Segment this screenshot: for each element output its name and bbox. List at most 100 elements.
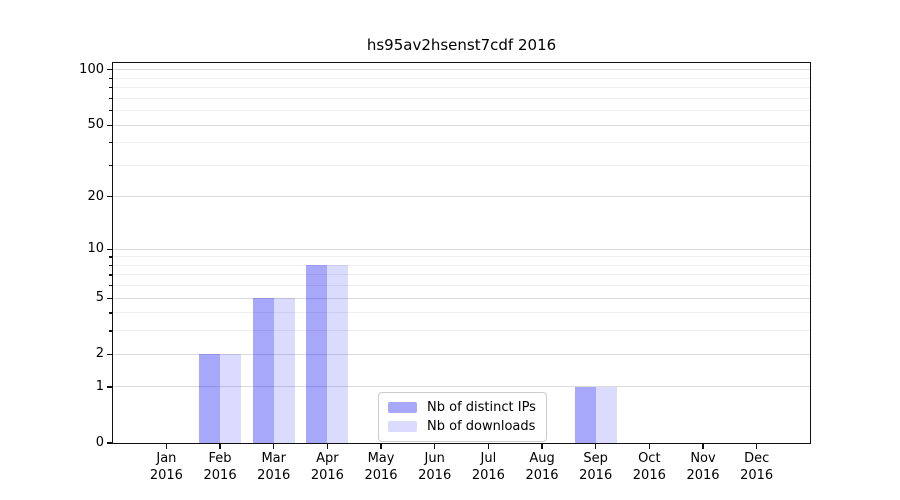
y-tick-mark [107, 196, 113, 198]
y-tick-mark-minor [109, 164, 113, 167]
x-tick-label: Jul 2016 [448, 450, 528, 484]
gridline-minor [113, 274, 810, 276]
gridline-minor [113, 110, 810, 112]
bar-distinct-ips [199, 354, 221, 443]
y-tick-mark-minor [109, 274, 113, 276]
y-tick-mark-minor [109, 330, 113, 332]
y-tick-label: 10 [87, 241, 104, 257]
gridline-minor [113, 256, 810, 258]
bar-downloads [273, 298, 295, 443]
gridline-major [113, 386, 810, 388]
y-tick-mark [107, 297, 113, 299]
bar-distinct-ips [306, 265, 328, 443]
x-tick-label: Dec 2016 [717, 450, 797, 484]
y-tick-label: 1 [95, 378, 104, 394]
x-tick-mark [219, 444, 221, 449]
x-tick-month: Mar [261, 451, 286, 466]
x-tick-month: Jun [424, 451, 445, 466]
legend-entry: Nb of distinct IPs [388, 398, 536, 417]
x-tick-mark [165, 444, 167, 449]
x-tick-mark [648, 444, 650, 449]
y-tick-label: 100 [79, 61, 104, 77]
gridline-major [113, 353, 810, 355]
x-tick-mark [326, 444, 328, 449]
legend-swatch-distinct-ips [388, 402, 417, 413]
legend-entry: Nb of downloads [388, 417, 536, 436]
gridline-minor [113, 264, 810, 266]
y-tick-label: 5 [95, 290, 104, 306]
bar-distinct-ips [252, 298, 274, 443]
y-tick-mark [107, 124, 113, 126]
gridline-major [113, 248, 810, 250]
gridline-minor [113, 330, 810, 332]
x-tick-year: 2016 [149, 468, 183, 483]
x-tick-year: 2016 [740, 468, 774, 483]
x-tick-label: Jan 2016 [126, 450, 206, 484]
y-tick-label: 2 [95, 346, 104, 362]
x-tick-mark [380, 444, 382, 449]
gridline-minor [113, 164, 810, 166]
x-tick-month: Feb [208, 451, 232, 466]
legend: Nb of distinct IPs Nb of downloads [378, 392, 547, 442]
x-tick-month: Aug [529, 451, 555, 466]
x-tick-mark [541, 444, 543, 449]
bar-downloads [327, 265, 349, 443]
x-tick-mark [434, 444, 436, 449]
x-tick-month: Jan [156, 451, 177, 466]
bar-downloads [595, 386, 617, 443]
y-tick-mark-minor [109, 97, 113, 100]
x-tick-month: Sep [583, 451, 608, 466]
y-tick-mark [107, 442, 113, 444]
x-tick-mark [273, 444, 275, 449]
x-tick-label: Mar 2016 [234, 450, 314, 484]
x-tick-label: Nov 2016 [663, 450, 743, 484]
x-tick-year: 2016 [471, 468, 505, 483]
x-tick-month: Nov [690, 451, 716, 466]
gridline-minor [113, 312, 810, 314]
gridline-major [113, 297, 810, 299]
x-tick-year: 2016 [310, 468, 344, 483]
gridline-minor [113, 142, 810, 144]
gridline-minor [113, 285, 810, 287]
x-tick-year: 2016 [203, 468, 237, 483]
x-tick-mark [756, 444, 758, 449]
gridline-major [113, 196, 810, 198]
gridline-minor [113, 87, 810, 89]
x-tick-year: 2016 [364, 468, 398, 483]
y-tick-mark-minor [109, 256, 113, 258]
y-tick-mark-minor [109, 77, 113, 80]
x-tick-year: 2016 [418, 468, 452, 483]
y-tick-label: 0 [95, 435, 104, 450]
y-tick-mark-minor [109, 264, 113, 267]
legend-label: Nb of downloads [427, 419, 536, 434]
y-tick-mark-minor [109, 312, 113, 314]
gridline-minor [113, 77, 810, 79]
x-tick-month: Oct [638, 451, 661, 466]
x-tick-year: 2016 [579, 468, 613, 483]
x-tick-label: Feb 2016 [180, 450, 260, 484]
y-tick-mark-minor [109, 87, 113, 89]
x-tick-month: May [367, 451, 395, 466]
x-tick-year: 2016 [686, 468, 720, 483]
x-tick-label: Oct 2016 [609, 450, 689, 484]
bar-distinct-ips [574, 386, 596, 443]
y-tick-label: 20 [87, 188, 104, 204]
y-tick-mark-minor [109, 142, 113, 144]
x-tick-mark [487, 444, 489, 449]
x-tick-month: Dec [744, 451, 770, 466]
gridline-major [113, 124, 810, 126]
x-tick-month: Apr [316, 451, 339, 466]
y-tick-mark [107, 69, 113, 71]
x-tick-label: Sep 2016 [556, 450, 636, 484]
y-tick-mark [107, 353, 113, 355]
x-tick-year: 2016 [525, 468, 559, 483]
y-tick-mark [107, 386, 113, 388]
x-tick-label: May 2016 [341, 450, 421, 484]
x-tick-mark [702, 444, 704, 449]
y-tick-mark-minor [109, 110, 113, 112]
plot-area: Nb of distinct IPs Nb of downloads [113, 63, 810, 443]
x-tick-month: Jul [480, 451, 497, 466]
x-tick-label: Jun 2016 [395, 450, 475, 484]
y-tick-label: 50 [87, 117, 104, 133]
